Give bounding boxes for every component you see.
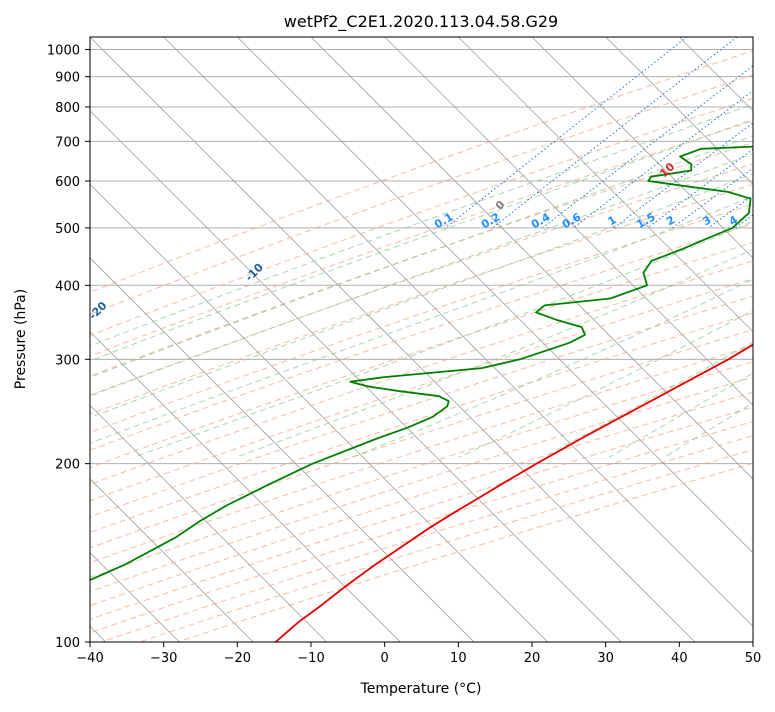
y-tick-label: 1000 — [47, 44, 80, 59]
y-tick-label: 400 — [55, 279, 80, 294]
x-tick-label: 50 — [745, 651, 762, 666]
x-tick-label: −10 — [297, 651, 324, 666]
x-tick-label: 40 — [671, 651, 688, 666]
chart-title: wetPf2_C2E1.2020.113.04.58.G29 — [284, 12, 558, 32]
y-tick-label: 600 — [55, 175, 80, 190]
x-tick-label: 10 — [450, 651, 467, 666]
y-tick-label: 300 — [55, 353, 80, 368]
x-tick-label: 0 — [381, 651, 389, 666]
x-tick-label: −40 — [76, 651, 103, 666]
y-tick-label: 900 — [55, 71, 80, 86]
y-tick-label: 800 — [55, 101, 80, 116]
y-tick-label: 100 — [55, 636, 80, 651]
x-tick-label: −20 — [224, 651, 251, 666]
x-axis-label: Temperature (°C) — [360, 681, 482, 697]
y-tick-label: 700 — [55, 135, 80, 150]
y-axis-label: Pressure (hPa) — [13, 289, 29, 389]
x-tick-label: −30 — [150, 651, 177, 666]
y-tick-label: 500 — [55, 222, 80, 237]
y-tick-label: 200 — [55, 458, 80, 473]
x-tick-label: 20 — [524, 651, 541, 666]
x-tick-label: 30 — [597, 651, 614, 666]
